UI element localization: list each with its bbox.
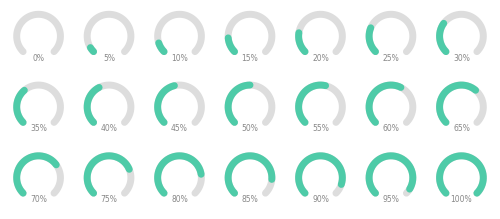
Text: 30%: 30% <box>453 53 470 63</box>
Text: 90%: 90% <box>312 195 329 204</box>
Text: 55%: 55% <box>312 124 329 133</box>
Text: 70%: 70% <box>30 195 47 204</box>
Text: 0%: 0% <box>32 53 44 63</box>
Text: 60%: 60% <box>382 124 400 133</box>
Text: 40%: 40% <box>100 124 117 133</box>
Text: 25%: 25% <box>382 53 400 63</box>
Text: 80%: 80% <box>171 195 188 204</box>
Text: 50%: 50% <box>242 124 258 133</box>
Text: 45%: 45% <box>171 124 188 133</box>
Text: 20%: 20% <box>312 53 329 63</box>
Text: 15%: 15% <box>242 53 258 63</box>
Text: 5%: 5% <box>103 53 115 63</box>
Text: 65%: 65% <box>453 124 470 133</box>
Text: 35%: 35% <box>30 124 47 133</box>
Text: 85%: 85% <box>242 195 258 204</box>
Text: 95%: 95% <box>382 195 400 204</box>
Text: 100%: 100% <box>450 195 472 204</box>
Text: 75%: 75% <box>100 195 117 204</box>
Text: 10%: 10% <box>171 53 188 63</box>
